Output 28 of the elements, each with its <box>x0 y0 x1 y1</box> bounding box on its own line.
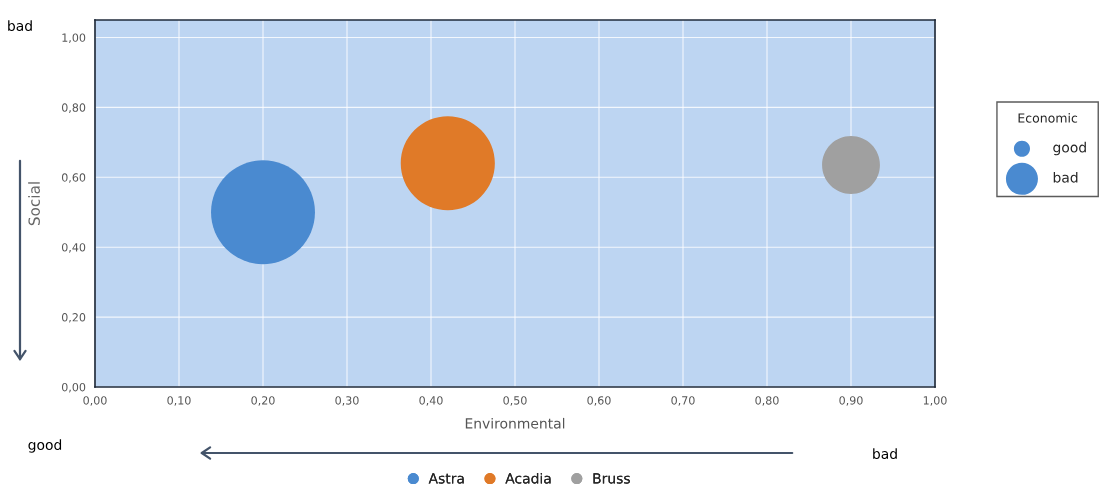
x-tick-label: 0,80 <box>755 396 779 406</box>
x-tick-label: 0,60 <box>587 396 611 406</box>
legend-title: Economic <box>1018 113 1078 123</box>
x-tick-label: 1,00 <box>923 396 947 406</box>
legend-label: Acadia <box>505 472 551 484</box>
x-tick-label: 0,70 <box>671 396 695 406</box>
y-tick-label: 1,00 <box>62 33 86 43</box>
y-tick-label: 0,80 <box>61 103 86 113</box>
x-tick-label: 0,50 <box>503 396 527 406</box>
x-axis-title: Environmental <box>465 417 565 429</box>
y-tick-label: 0,00 <box>61 382 86 393</box>
text: bad <box>8 20 32 32</box>
x-tick-label: 0,90 <box>839 396 863 406</box>
x-tick-label: 0,40 <box>419 396 443 406</box>
y-tick-label: 0,60 <box>61 173 86 183</box>
text: bad <box>873 448 897 460</box>
x-tick-label: 0,10 <box>167 396 191 406</box>
legend-label: good <box>1053 141 1086 156</box>
legend-label: Astra <box>428 473 464 484</box>
legend-label: bad <box>1053 171 1078 183</box>
x-tick-label: 0,20 <box>251 396 275 406</box>
text: good <box>28 439 62 453</box>
legend-label: Bruss <box>593 473 630 484</box>
x-tick-label: 0,00 <box>83 396 107 406</box>
y-tick-label: 0,20 <box>61 313 86 323</box>
y-axis-title: Social <box>28 182 40 226</box>
x-tick-label: 0,30 <box>335 396 359 406</box>
y-tick-label: 0,40 <box>61 243 86 253</box>
